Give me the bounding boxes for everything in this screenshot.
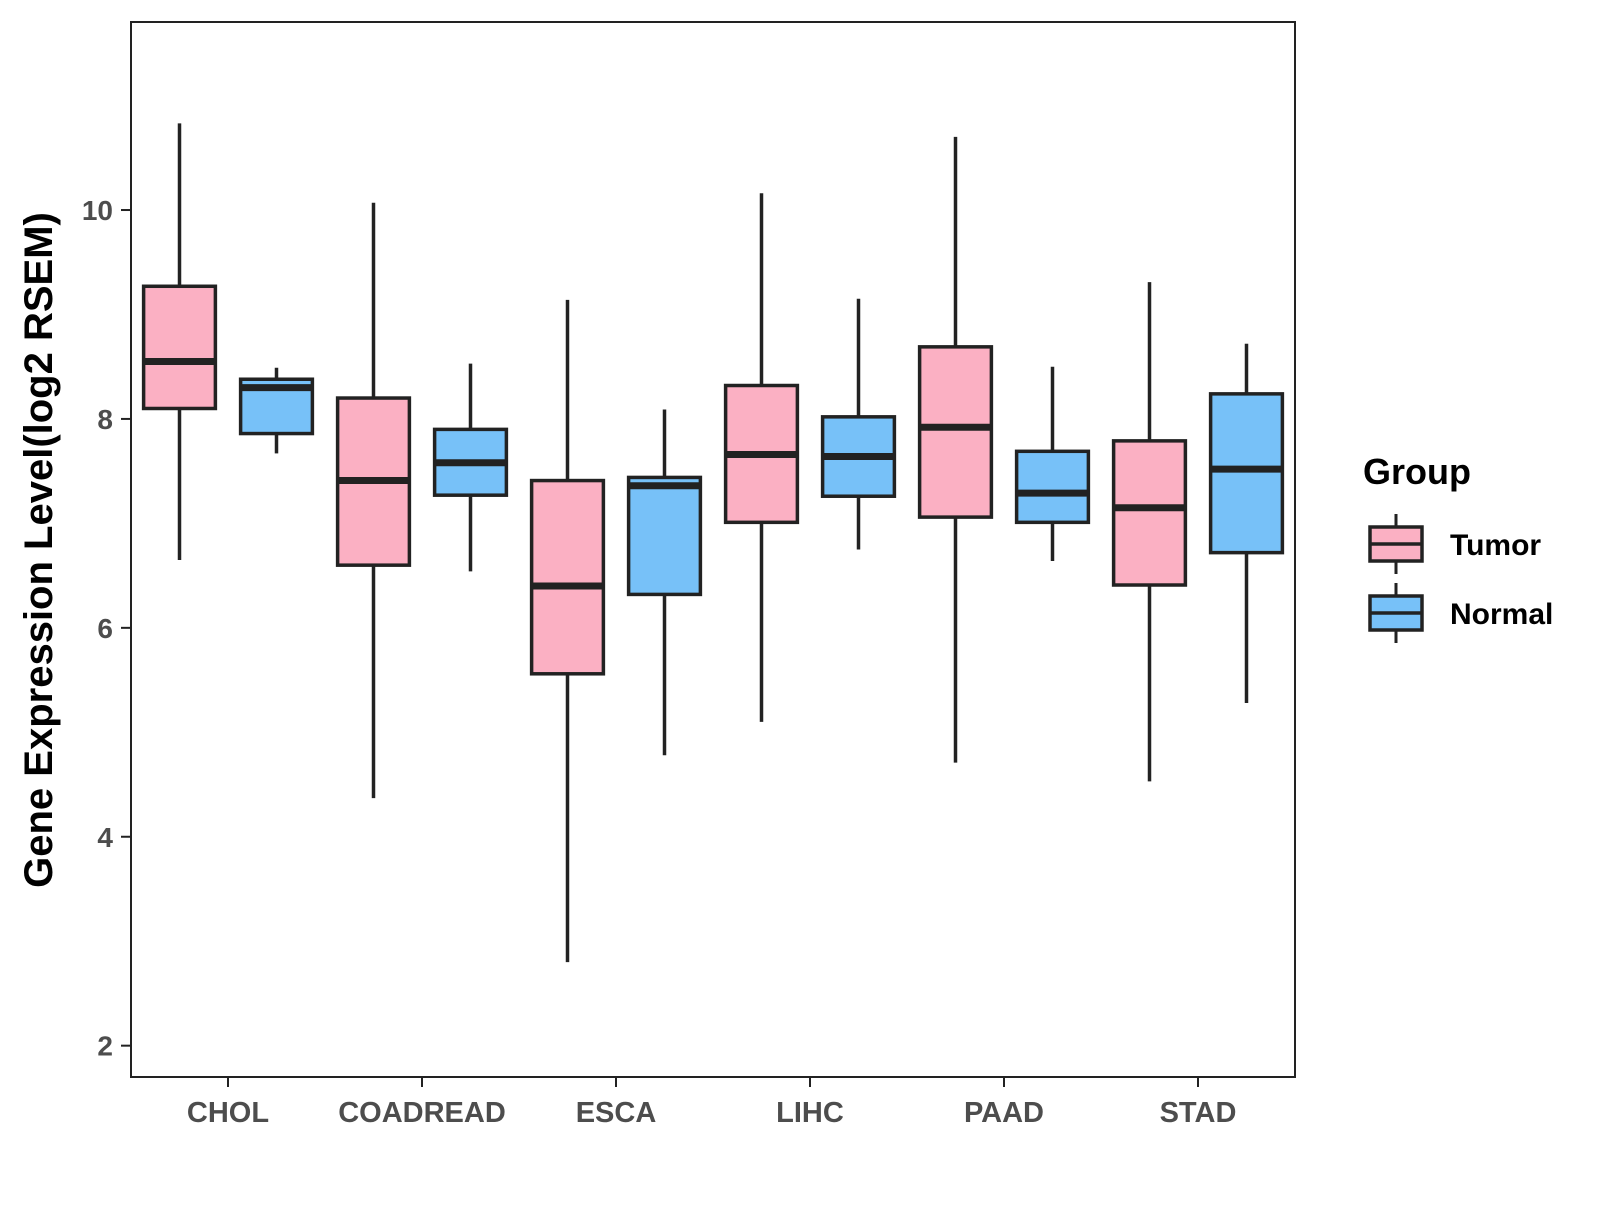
x-tick-label: ESCA	[576, 1097, 657, 1129]
box-coadread-normal	[432, 363, 509, 572]
x-tick-label: LIHC	[776, 1097, 844, 1129]
y-axis-title: Gene Expression Level(log2 RSEM)	[17, 212, 61, 888]
y-tick-label: 2	[97, 1031, 113, 1062]
y-tick-label: 10	[82, 195, 113, 226]
box-body-paad-normal	[1014, 449, 1091, 525]
box-coadread-tumor	[335, 202, 412, 799]
box-body-stad-tumor	[1111, 439, 1188, 587]
x-tick-label: STAD	[1160, 1097, 1237, 1129]
box-body-esca-tumor	[529, 478, 606, 676]
x-tick-label: CHOL	[187, 1097, 269, 1129]
legend-label-normal: Normal	[1450, 598, 1553, 631]
x-tick-label: PAAD	[964, 1097, 1044, 1129]
legend-key-tumor	[1368, 514, 1424, 574]
y-tick-label: 4	[97, 822, 113, 853]
box-stad-tumor	[1111, 282, 1188, 782]
y-tick-label: 8	[97, 404, 113, 435]
box-body-esca-normal	[626, 475, 703, 597]
plot-panel	[130, 21, 1296, 1078]
y-axis: 2 4 6 8 10	[82, 195, 131, 1062]
box-chol-normal	[238, 367, 315, 454]
box-paad-normal	[1014, 366, 1091, 561]
legend-key-normal	[1368, 583, 1424, 643]
x-tick-label: COADREAD	[338, 1097, 506, 1129]
y-tick-label: 6	[97, 613, 113, 644]
box-body-paad-tumor	[917, 345, 994, 519]
box-lihc-normal	[820, 298, 897, 550]
box-stad-normal	[1208, 343, 1285, 704]
boxes-layer	[141, 123, 1285, 963]
box-lihc-tumor	[723, 193, 800, 722]
box-esca-tumor	[529, 299, 606, 963]
legend-title: Group	[1363, 451, 1471, 492]
box-body-stad-normal	[1208, 392, 1285, 555]
box-chol-tumor	[141, 123, 218, 560]
legend-label-tumor: Tumor	[1450, 529, 1541, 562]
box-body-chol-tumor	[141, 284, 218, 411]
legend: Group Tumor Normal	[1363, 451, 1553, 643]
box-paad-tumor	[917, 136, 994, 763]
box-esca-normal	[626, 409, 703, 756]
x-axis: CHOL COADREAD ESCA LIHC PAAD STAD	[187, 1077, 1236, 1129]
